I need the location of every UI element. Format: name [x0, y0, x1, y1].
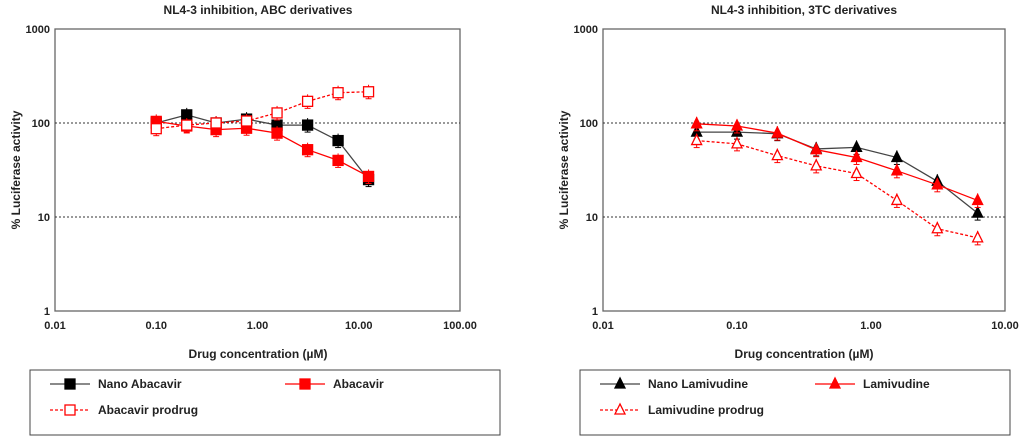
x-tick-label: 0.01 [44, 320, 65, 332]
series-line [696, 139, 978, 239]
data-point [971, 230, 984, 243]
series-abacavir-prodrug [150, 84, 375, 137]
y-tick-label: 1 [44, 306, 50, 318]
data-point [730, 136, 744, 149]
legend-item: Abacavir prodrug [50, 403, 198, 417]
legend-item: Abacavir [285, 377, 384, 391]
legend-marker [613, 402, 627, 415]
y-tick-label: 10 [586, 212, 598, 224]
x-tick-label: 100.00 [443, 320, 477, 332]
data-point [810, 158, 823, 171]
legend: Nano Lamivudine Lamivudine Lamivudine prod… [579, 369, 1011, 436]
chart-1: NL4-3 inhibition, 3TC derivatives 1 10 100 1… [557, 3, 1019, 436]
data-point [362, 86, 375, 98]
legend-marker [64, 378, 76, 390]
x-tick-label: 0.10 [146, 320, 167, 332]
y-axis-label: % Luciferase activity [557, 110, 571, 229]
plot-frame [54, 28, 461, 312]
legend-label: Nano Lamivudine [648, 377, 748, 391]
data-point [690, 116, 703, 129]
data-point [771, 148, 784, 161]
y-tick-label: 1000 [574, 24, 598, 36]
data-point [181, 119, 193, 131]
data-point [301, 95, 314, 107]
series-lamivudine [690, 116, 984, 208]
legend-item: Lamivudine [815, 376, 930, 391]
legend-marker [64, 404, 76, 416]
x-tick-label: 0.10 [726, 320, 747, 332]
legend-label: Abacavir [333, 377, 384, 391]
data-point [271, 107, 283, 119]
legend-item: Nano Abacavir [50, 377, 182, 391]
legend-label: Abacavir prodrug [98, 403, 198, 417]
legend-marker [828, 376, 842, 389]
chart-title: NL4-3 inhibition, 3TC derivatives [711, 3, 897, 17]
x-tick-label: 10.00 [991, 320, 1019, 332]
data-point [890, 192, 903, 206]
data-point [332, 154, 344, 167]
y-tick-label: 1000 [26, 24, 50, 36]
data-point [150, 123, 162, 135]
data-point [301, 144, 314, 156]
y-axis-label: % Luciferase activity [9, 110, 23, 229]
data-point [690, 133, 703, 146]
legend-box [579, 369, 1011, 436]
data-point [730, 118, 744, 131]
x-tick-label: 0.01 [592, 320, 613, 332]
legend-box [29, 369, 501, 436]
data-point [931, 221, 944, 234]
chart-0: NL4-3 inhibition, ABC derivatives 1 10 100 1… [9, 3, 501, 436]
series-line [696, 131, 979, 214]
data-point [210, 117, 222, 129]
y-tick-label: 10 [38, 212, 50, 224]
data-point [971, 205, 984, 218]
legend-marker [299, 378, 311, 390]
series-nano-lamivudine [690, 124, 984, 221]
data-point [971, 192, 984, 206]
legend-label: Nano Abacavir [98, 377, 182, 391]
data-point [890, 163, 903, 176]
data-point [332, 87, 344, 99]
x-axis-label: Drug concentration (µM) [735, 347, 874, 361]
data-point [301, 119, 314, 131]
legend-label: Lamivudine prodrug [648, 403, 764, 417]
x-tick-label: 1.00 [860, 320, 881, 332]
legend-label: Lamivudine [863, 377, 930, 391]
legend-marker [613, 376, 627, 389]
y-tick-label: 100 [580, 118, 598, 130]
y-tick-label: 100 [32, 118, 50, 130]
data-point [890, 150, 903, 163]
data-point [850, 166, 863, 179]
x-tick-label: 10.00 [345, 320, 373, 332]
data-point [771, 125, 784, 138]
legend-item: Lamivudine prodrug [600, 402, 764, 417]
chart-title: NL4-3 inhibition, ABC derivatives [164, 3, 353, 17]
legend-item: Nano Lamivudine [600, 376, 748, 391]
data-point [332, 134, 344, 147]
data-point [271, 127, 283, 139]
x-axis-label: Drug concentration (µM) [189, 347, 328, 361]
series-lamivudine-prodrug [690, 133, 984, 246]
data-point [850, 139, 863, 153]
plot-frame [602, 28, 1006, 312]
data-point [240, 115, 253, 127]
x-tick-label: 1.00 [247, 320, 268, 332]
data-point [850, 150, 863, 163]
data-point [931, 177, 944, 190]
legend: Nano Abacavir Abacavir Abacavir prodrug [29, 369, 501, 436]
series-line [696, 123, 978, 202]
y-tick-label: 1 [592, 306, 598, 318]
data-point [362, 170, 375, 183]
data-point [810, 142, 823, 155]
